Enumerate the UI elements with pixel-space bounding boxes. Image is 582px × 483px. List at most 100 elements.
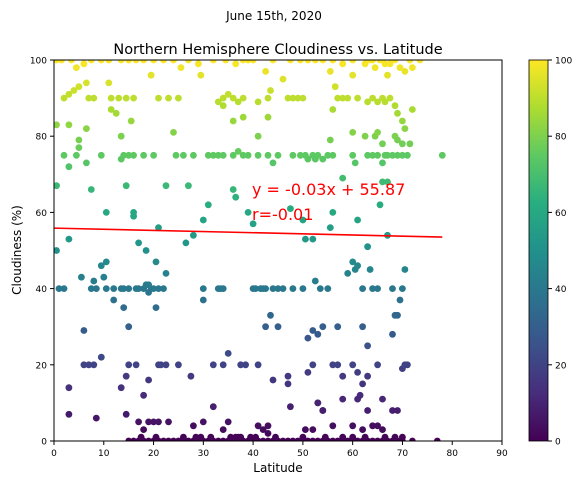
scatter-point bbox=[386, 94, 394, 102]
scatter-point bbox=[394, 136, 401, 144]
scatter-point bbox=[401, 125, 409, 132]
scatter-point bbox=[284, 94, 292, 102]
scatter-point bbox=[329, 209, 337, 216]
scatter-point bbox=[65, 121, 73, 129]
scatter-point bbox=[349, 71, 357, 79]
scatter-point bbox=[185, 182, 192, 190]
scatter-point bbox=[297, 151, 304, 159]
scatter-point bbox=[264, 94, 272, 102]
y-tick-label: 100 bbox=[30, 57, 47, 67]
chart-title: Northern Hemisphere Cloudiness vs. Latit… bbox=[113, 42, 442, 58]
scatter-point bbox=[224, 418, 232, 426]
scatter-point bbox=[309, 437, 317, 441]
scatter-point bbox=[334, 323, 342, 331]
scatter-point bbox=[130, 151, 138, 159]
scatter-point bbox=[107, 106, 115, 113]
x-tick-label: 30 bbox=[198, 449, 210, 459]
scatter-point bbox=[284, 372, 292, 380]
scatter-point bbox=[374, 361, 381, 369]
scatter-point bbox=[160, 60, 167, 64]
scatter-point bbox=[324, 285, 332, 292]
scatter-point bbox=[394, 407, 401, 414]
scatter-point bbox=[384, 151, 391, 159]
scatter-point bbox=[135, 418, 143, 426]
scatter-point bbox=[319, 155, 327, 163]
scatter-point bbox=[274, 285, 282, 292]
scatter-point bbox=[339, 60, 347, 68]
scatter-point bbox=[379, 426, 386, 433]
scatter-point bbox=[391, 311, 399, 319]
scatter-point bbox=[73, 64, 80, 71]
scatter-point bbox=[229, 151, 237, 159]
scatter-point bbox=[254, 151, 262, 159]
scatter-points bbox=[54, 60, 446, 441]
scatter-point bbox=[314, 151, 322, 159]
scatter-point bbox=[85, 361, 93, 369]
scatter-point bbox=[132, 60, 140, 64]
colorbar-tick-label: 20 bbox=[555, 361, 567, 371]
scatter-point bbox=[438, 151, 446, 159]
scatter-point bbox=[386, 60, 394, 68]
scatter-point bbox=[339, 433, 347, 441]
scatter-point bbox=[406, 60, 414, 64]
scatter-point bbox=[334, 437, 342, 441]
scatter-point bbox=[60, 151, 68, 159]
scatter-point bbox=[150, 151, 158, 159]
scatter-point bbox=[140, 151, 148, 159]
scatter-point bbox=[190, 151, 197, 159]
scatter-point bbox=[267, 311, 274, 319]
scatter-point bbox=[361, 132, 369, 140]
scatter-point bbox=[354, 262, 361, 270]
scatter-point bbox=[399, 151, 406, 159]
scatter-point bbox=[269, 159, 277, 167]
scatter-point bbox=[80, 361, 88, 369]
scatter-point bbox=[75, 83, 83, 91]
scatter-point bbox=[381, 433, 389, 441]
scatter-point bbox=[97, 60, 105, 64]
scatter-point bbox=[152, 258, 160, 266]
scatter-point bbox=[219, 361, 227, 369]
scatter-point bbox=[374, 151, 381, 159]
scatter-point bbox=[122, 182, 130, 190]
scatter-point bbox=[125, 60, 133, 64]
scatter-point bbox=[369, 94, 376, 102]
scatter-point bbox=[354, 369, 361, 376]
regression-r-label: r=-0.01 bbox=[252, 205, 313, 224]
scatter-point bbox=[324, 151, 332, 159]
scatter-point bbox=[122, 372, 130, 380]
scatter-point bbox=[170, 60, 177, 64]
scatter-point bbox=[192, 433, 200, 441]
x-tick-label: 40 bbox=[247, 449, 259, 459]
scatter-point bbox=[329, 106, 337, 113]
scatter-point bbox=[384, 71, 391, 79]
scatter-point bbox=[152, 304, 160, 311]
scatter-point bbox=[304, 60, 312, 64]
scatter-point bbox=[180, 433, 187, 441]
scatter-point bbox=[262, 68, 269, 75]
scatter-point bbox=[65, 90, 73, 98]
scatter-point bbox=[222, 60, 230, 64]
scatter-point bbox=[309, 327, 317, 334]
scatter-point bbox=[319, 323, 327, 331]
scatter-point bbox=[130, 437, 137, 441]
scatter-point bbox=[267, 87, 274, 94]
scatter-point bbox=[80, 60, 88, 68]
y-axis-label: Cloudiness (%) bbox=[10, 205, 24, 295]
scatter-point bbox=[349, 60, 357, 64]
scatter-point bbox=[187, 372, 195, 380]
scatter-point bbox=[234, 98, 242, 106]
scatter-point bbox=[120, 285, 128, 292]
scatter-point bbox=[97, 151, 105, 159]
scatter-point bbox=[105, 60, 113, 64]
scatter-point bbox=[309, 361, 317, 369]
scatter-point bbox=[331, 83, 339, 91]
scatter-point bbox=[97, 262, 105, 270]
scatter-point bbox=[102, 258, 110, 266]
scatter-point bbox=[162, 270, 170, 277]
scatter-point bbox=[364, 407, 371, 414]
scatter-point bbox=[321, 433, 329, 441]
scatter-point bbox=[329, 361, 337, 369]
scatter-point bbox=[160, 437, 167, 441]
scatter-point bbox=[229, 94, 237, 102]
scatter-point bbox=[249, 220, 257, 228]
